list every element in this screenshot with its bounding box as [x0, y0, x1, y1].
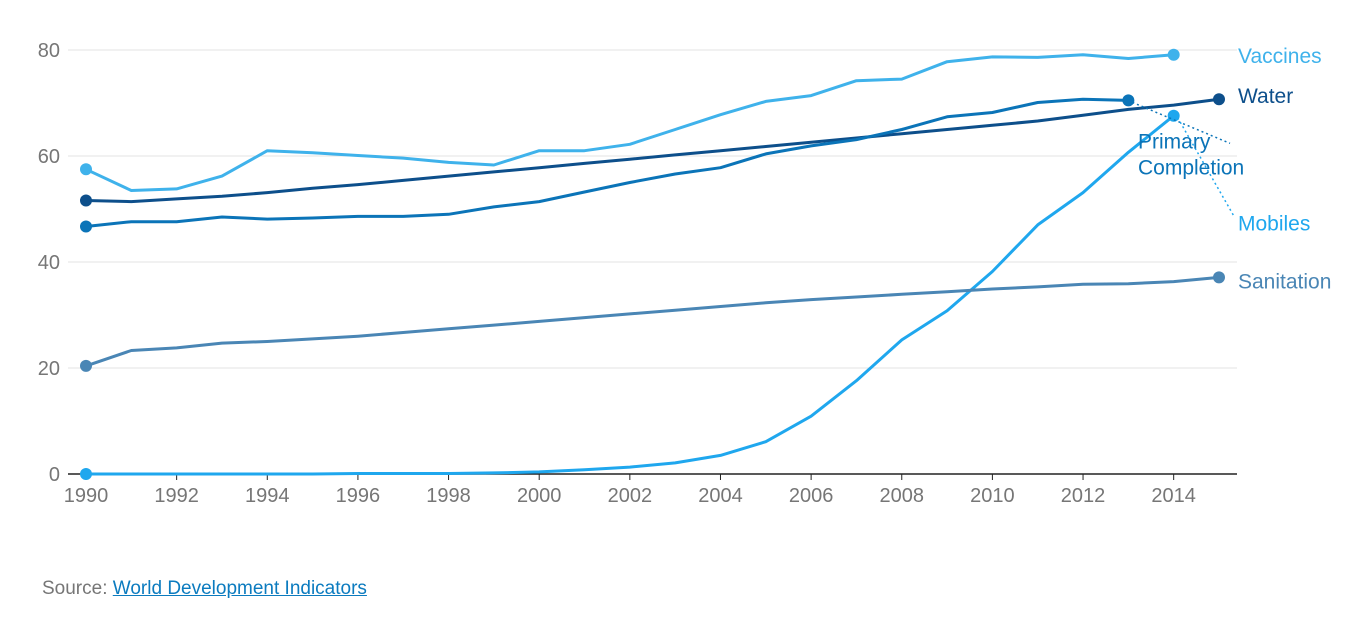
series-line-mobiles	[84, 114, 1176, 476]
series-label-sanitation: Sanitation	[1238, 271, 1331, 294]
x-tick-label: 2012	[1061, 485, 1106, 507]
series-label-vaccines: Vaccines	[1238, 45, 1322, 68]
series-line-water	[84, 97, 1221, 204]
x-tick-label: 2002	[608, 485, 653, 507]
series-end-point-vaccines	[1167, 48, 1180, 61]
x-tick-label: 1996	[336, 485, 381, 507]
label-leaders	[1132, 101, 1235, 217]
leader-line-mobiles	[1177, 117, 1235, 217]
y-tick-label: 0	[49, 464, 60, 486]
line-chart: 0 20 40 60 80 1990 1992 1994 1996 1998 2000 2002 200…	[38, 40, 1332, 507]
series-label-primary-completion: Completion	[1138, 156, 1244, 179]
source-prefix: Source:	[42, 578, 113, 599]
series-line-sanitation	[84, 275, 1221, 368]
series-end-point-sanitation	[1213, 271, 1225, 284]
y-tick-label: 60	[38, 146, 60, 168]
x-tick-label: 1990	[64, 485, 109, 507]
series-label-mobiles: Mobiles	[1238, 212, 1310, 235]
series-end-point-mobiles	[1167, 109, 1180, 122]
series-end-point-water	[1213, 93, 1225, 106]
x-tick-label: 1994	[245, 485, 290, 507]
series-line-vaccines	[84, 53, 1176, 192]
series-start-point-sanitation	[80, 359, 92, 372]
series-label-primary-completion: Primary	[1138, 130, 1211, 153]
series-line-primary-completion	[84, 97, 1130, 228]
y-tick-label: 40	[38, 252, 60, 274]
x-tick-label: 1992	[154, 485, 199, 507]
y-tick-label: 80	[38, 40, 60, 62]
x-tick-label: 2004	[698, 485, 743, 507]
series-label-water: Water	[1238, 85, 1293, 108]
x-tick-label: 2010	[970, 485, 1015, 507]
y-tick-label: 20	[38, 358, 60, 380]
series-labels: Vaccines Water Primary Completion Mobiles San…	[1138, 45, 1331, 294]
series-start-point-primary-completion	[80, 220, 92, 233]
source-note: Source: World Development Indicators	[42, 578, 367, 600]
source-link[interactable]: World Development Indicators	[112, 578, 367, 599]
series-lines	[80, 48, 1225, 480]
x-tick-label: 2000	[517, 485, 562, 507]
series-start-point-vaccines	[80, 163, 92, 176]
series-start-point-water	[80, 194, 92, 207]
chart-area: 0 20 40 60 80 1990 1992 1994 1996 1998 2000 2002 200…	[38, 40, 1332, 507]
x-tick-label: 1998	[426, 485, 471, 507]
series-end-point-primary-completion	[1122, 94, 1135, 107]
series-start-point-mobiles	[80, 468, 92, 480]
x-tick-label: 2014	[1151, 485, 1196, 507]
x-tick-label: 2006	[789, 485, 834, 507]
axes: 0 20 40 60 80 1990 1992 1994 1996 1998 2000 2002 200…	[38, 40, 1237, 507]
x-tick-label: 2008	[880, 485, 925, 507]
